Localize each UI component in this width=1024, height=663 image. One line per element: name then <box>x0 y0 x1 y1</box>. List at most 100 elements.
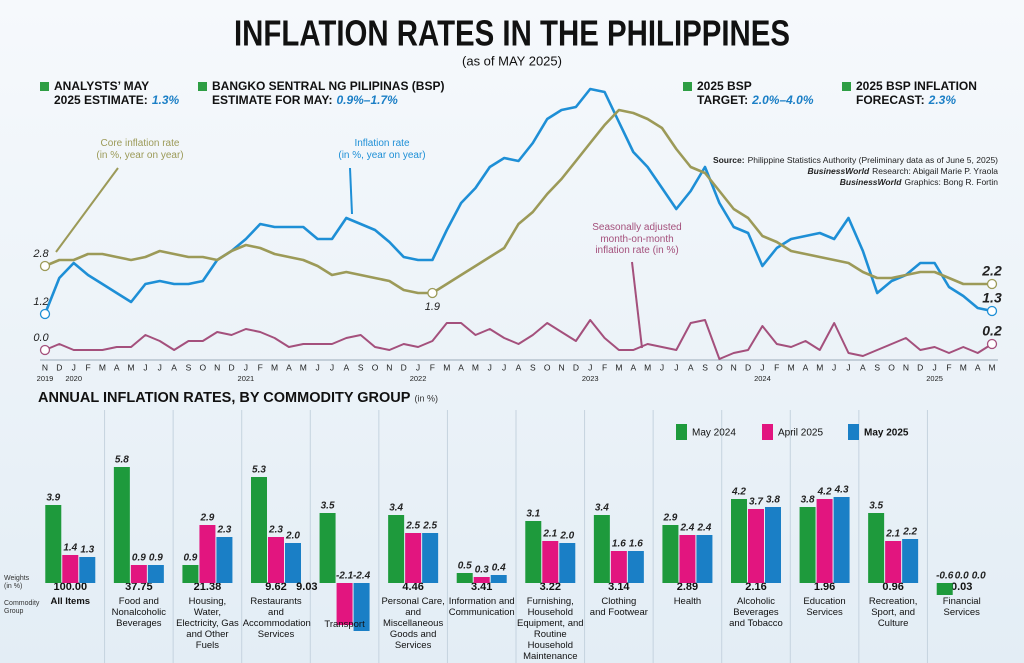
source-text: Research: Abigail Marie P. Yraola <box>872 166 998 176</box>
x-tick-label: M <box>99 362 106 372</box>
x-tick-label: N <box>214 362 220 372</box>
value-label: 2.8 <box>32 248 49 260</box>
highlight: 2025 BSP INFLATION FORECAST: 2.3% <box>842 79 977 108</box>
bar <box>268 537 284 583</box>
highlight: 2025 BSP TARGET: 2.0%–4.0% <box>683 79 814 108</box>
x-tick-label: A <box>688 362 694 372</box>
highlight-label: BANGKO SENTRAL NG PILIPINAS (BSP) ESTIMA… <box>212 79 445 107</box>
bar-value-label: 3.5 <box>321 501 335 512</box>
bar-value-label: -2.1 <box>336 571 354 582</box>
bar-value-label: 2.2 <box>902 527 917 538</box>
leader-line <box>349 167 353 215</box>
bar <box>336 583 353 625</box>
bar <box>696 535 713 583</box>
x-year-label: 2025 <box>926 374 943 383</box>
bar-value-label: 3.4 <box>389 503 403 514</box>
bar-value-label: 2.9 <box>199 513 214 524</box>
x-tick-label: A <box>114 362 120 372</box>
x-tick-label: M <box>960 362 967 372</box>
bar <box>936 583 953 595</box>
category-label: Personal Care, and Miscellaneous Goods a… <box>381 596 445 651</box>
bar-value-label: 2.3 <box>216 525 231 536</box>
page-subtitle: (as of MAY 2025) <box>462 53 562 68</box>
x-tick-label: M <box>988 362 995 372</box>
bar <box>285 543 301 583</box>
weights-label: Weights (in %) <box>4 575 30 591</box>
bar <box>559 543 576 583</box>
x-tick-label: J <box>488 362 492 372</box>
source-line: BusinessWorld Graphics: Bong R. Fortin <box>839 177 998 188</box>
x-tick-label: N <box>558 362 564 372</box>
bar-value-label: 3.9 <box>46 493 60 504</box>
x-tick-label: O <box>200 362 207 372</box>
weight-label: 2.89 <box>677 581 698 593</box>
category-label: Health <box>673 596 702 607</box>
x-tick-label: D <box>573 362 579 372</box>
bar <box>490 575 507 583</box>
weight-label: 1.96 <box>814 581 835 593</box>
bar <box>216 537 233 583</box>
x-tick-label: F <box>258 362 263 372</box>
highlight-label: 2025 BSP INFLATION FORECAST: <box>856 79 977 107</box>
bar-value-label: 1.6 <box>612 539 626 550</box>
series-annotation: Core inflation rate (in %, year on year) <box>96 138 184 161</box>
bar-value-label: 2.9 <box>662 513 677 524</box>
series-line <box>43 87 993 315</box>
x-year-label: 2021 <box>238 374 255 383</box>
x-tick-label: O <box>888 362 895 372</box>
x-tick-label: M <box>300 362 307 372</box>
x-year-label: 2024 <box>754 374 771 383</box>
bar-value-label: 0.3 <box>475 565 489 576</box>
value-label: 1.2 <box>33 296 48 308</box>
bar <box>542 541 559 583</box>
legend-swatch <box>762 424 773 440</box>
x-tick-label: M <box>271 362 278 372</box>
source-label: BusinessWorld <box>839 177 902 187</box>
point-marker <box>39 260 51 272</box>
category-label: Financial Services <box>942 596 981 618</box>
x-tick-label: J <box>72 362 76 372</box>
x-tick-label: N <box>42 362 48 372</box>
bar-value-label: 0.5 <box>458 561 472 572</box>
point-marker <box>986 305 998 317</box>
bar <box>405 533 422 583</box>
x-tick-label: J <box>315 362 319 372</box>
x-year-label: 2020 <box>65 374 82 383</box>
bar <box>679 535 696 583</box>
highlight-label: 2025 BSP TARGET: <box>697 79 752 107</box>
value-label: 0.2 <box>982 323 1002 339</box>
bar-value-label: 0.9 <box>149 553 163 564</box>
weight-label: 9.03 <box>296 581 317 593</box>
chart-title: ANNUAL INFLATION RATES, BY COMMODITY GRO… <box>38 390 411 406</box>
bar-value-label: 3.5 <box>869 501 883 512</box>
bar-value-label: 1.3 <box>80 545 94 556</box>
bar <box>731 499 747 583</box>
bar-value-label: 5.8 <box>115 455 129 466</box>
x-tick-label: M <box>816 362 823 372</box>
bar <box>816 499 833 583</box>
bar-value-label: 2.5 <box>422 521 437 532</box>
bar <box>130 565 147 583</box>
bar <box>799 507 816 583</box>
x-tick-label: M <box>443 362 450 372</box>
weight-label: 3.22 <box>540 581 561 593</box>
legend-label: May 2025 <box>864 428 909 439</box>
bar <box>199 525 216 583</box>
bar <box>388 515 405 583</box>
highlight-value: 1.3% <box>151 92 180 107</box>
bar <box>353 583 370 631</box>
leader-line <box>55 167 119 253</box>
bar-value-label: 2.0 <box>285 531 300 542</box>
x-tick-label: J <box>674 362 678 372</box>
weight-label: 100.00 <box>53 581 87 593</box>
bar-value-label: 2.0 <box>559 531 574 542</box>
bar <box>45 505 62 583</box>
x-tick-label: A <box>975 362 981 372</box>
bar <box>765 507 781 583</box>
x-tick-label: F <box>602 362 607 372</box>
weight-label: 9.62 <box>265 581 286 593</box>
bar-value-label: 0.9 <box>183 553 197 564</box>
x-tick-label: S <box>358 362 364 372</box>
source-text: Graphics: Bong R. Fortin <box>904 177 998 187</box>
